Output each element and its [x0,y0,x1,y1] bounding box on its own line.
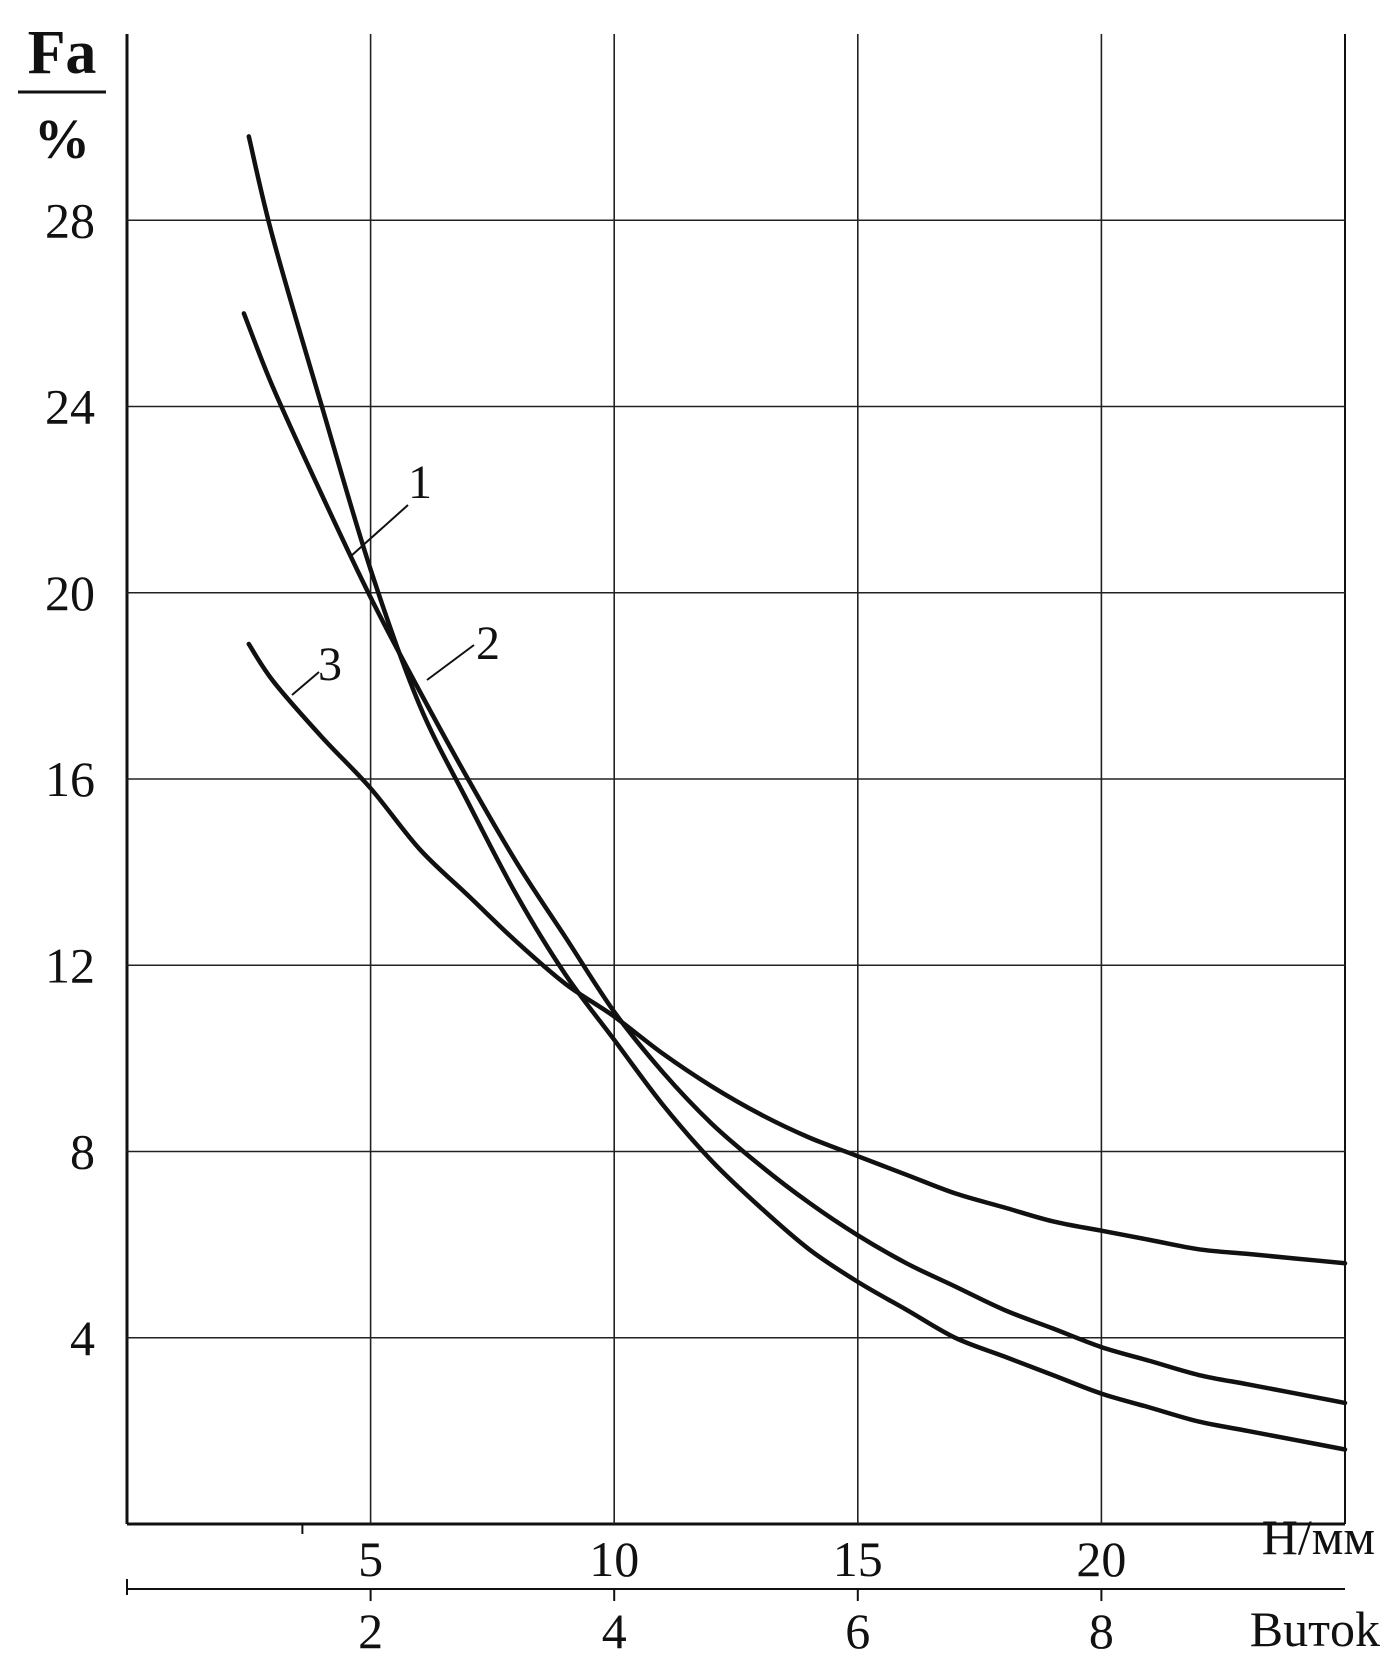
x-tick-label: 10 [589,1531,639,1587]
x2-tick-label: 4 [602,1603,627,1659]
x-tick-label: 5 [358,1531,383,1587]
series-3-label: 3 [318,638,342,691]
series-1-line [241,311,1348,1406]
x-tick-label: 20 [1076,1531,1126,1587]
y-tick-label: 28 [45,192,95,248]
y-tick-label: 8 [70,1124,95,1180]
series-1-leader [350,504,409,557]
series-group [241,134,1348,1452]
series-3-line [246,641,1348,1266]
x2-tick-label: 2 [358,1603,383,1659]
x2-tick-label: 6 [845,1603,870,1659]
series-2-label: 2 [476,617,500,670]
x2-tick-label: 8 [1089,1603,1114,1659]
x2-axis-label: Buтok [1250,1601,1380,1657]
x-axis-label: H/мм [1262,1509,1375,1565]
y-tick-label: 16 [45,751,95,807]
y-axis-label: Fa [28,19,97,87]
series-2-line [246,134,1348,1452]
series-1-label: 1 [408,456,432,509]
y-axis-unit: % [34,109,90,171]
y-tick-label: 4 [70,1310,95,1366]
grid [125,34,1346,1601]
x-tick-label: 15 [833,1531,883,1587]
y-tick-label: 20 [45,565,95,621]
y-tick-label: 12 [45,937,95,993]
series-2-leader [426,644,475,681]
y-tick-label: 24 [45,379,95,435]
series-3-leader [291,671,320,696]
